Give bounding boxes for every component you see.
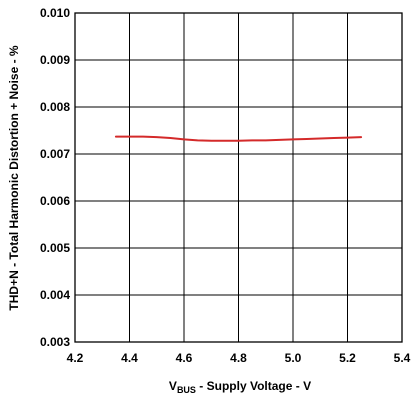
series-line [114, 135, 363, 142]
y-tick-label: 0.007 [40, 147, 70, 161]
y-tick-labels: 0.003 0.004 0.005 0.006 0.007 0.008 0.009 0.010 [40, 6, 70, 349]
y-tick-label: 0.009 [40, 53, 70, 67]
grid-lines [75, 13, 402, 342]
x-tick-label: 4.6 [176, 351, 193, 365]
y-tick-label: 0.008 [40, 100, 70, 114]
y-axis-title: THD+N - Total Harmonic Distortion + Nois… [7, 45, 21, 310]
x-tick-label: 5.2 [339, 351, 356, 365]
x-axis-title-subscript: BUS [177, 385, 196, 395]
x-axis-title-main: V [169, 379, 177, 393]
x-tick-label: 5.4 [394, 351, 411, 365]
plot-frame [74, 12, 403, 343]
x-tick-label: 4.8 [230, 351, 247, 365]
y-tick-label: 0.010 [40, 6, 70, 20]
y-tick-label: 0.006 [40, 194, 70, 208]
series-layer [114, 135, 363, 142]
y-tick-label: 0.003 [40, 335, 70, 349]
x-tick-label: 5.0 [285, 351, 302, 365]
x-axis-title: VBUS - Supply Voltage - V [169, 379, 311, 395]
y-tick-label: 0.005 [40, 241, 70, 255]
x-axis-title-rest: - Supply Voltage - V [196, 379, 311, 393]
x-tick-label: 4.4 [121, 351, 138, 365]
x-tick-label: 4.2 [67, 351, 84, 365]
x-tick-labels: 4.2 4.4 4.6 4.8 5.0 5.2 5.4 [67, 351, 411, 365]
y-tick-label: 0.004 [40, 288, 70, 302]
